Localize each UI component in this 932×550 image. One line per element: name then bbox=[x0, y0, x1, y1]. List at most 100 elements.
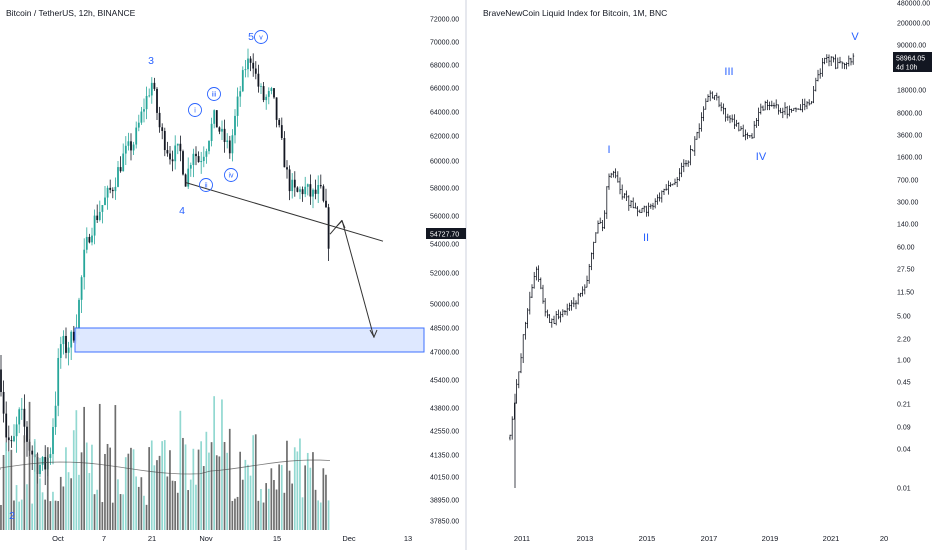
left-chart-panel[interactable]: Bitcoin / TetherUS, 12h, BINANCE 72000.0… bbox=[0, 0, 466, 550]
right-y-tick: 0.45 bbox=[897, 380, 911, 387]
left-candle-body bbox=[88, 236, 91, 243]
left-candle-body bbox=[67, 347, 70, 353]
left-y-tick: 58000.00 bbox=[430, 186, 459, 193]
left-volume-bar bbox=[93, 494, 96, 530]
left-candle-body bbox=[7, 437, 10, 441]
left-volume-bar bbox=[54, 500, 57, 530]
left-candle-body bbox=[23, 408, 26, 427]
left-y-tick: 37850.00 bbox=[430, 519, 459, 526]
left-candle-body bbox=[296, 187, 299, 192]
left-candle-body bbox=[299, 189, 301, 192]
left-candle-body bbox=[135, 127, 138, 145]
left-volume-bar bbox=[244, 459, 247, 530]
right-x-tick: 2011 bbox=[514, 534, 530, 543]
left-candle-body bbox=[96, 215, 99, 221]
left-candle-body bbox=[57, 357, 60, 406]
left-volume-bar bbox=[46, 447, 49, 530]
left-y-tick: 45400.00 bbox=[430, 378, 459, 385]
left-candle-body bbox=[267, 90, 270, 97]
left-candle-body bbox=[304, 186, 307, 195]
left-volume-bar bbox=[299, 438, 301, 530]
left-candle-body bbox=[215, 110, 218, 128]
left-volume-bar bbox=[197, 449, 200, 530]
left-volume-bar bbox=[101, 502, 104, 530]
right-chart-panel[interactable]: BraveNewCoin Liquid Index for Bitcoin, 1… bbox=[466, 0, 932, 550]
left-candle-body bbox=[226, 140, 229, 142]
left-volume-bar bbox=[283, 492, 286, 530]
left-candle-body bbox=[314, 189, 317, 194]
left-candle-body bbox=[270, 88, 273, 91]
sub-wave-label-iv: iv bbox=[228, 173, 234, 180]
left-volume-bar bbox=[184, 444, 187, 530]
wave-label-3: 3 bbox=[148, 55, 154, 67]
right-x-tick: 2019 bbox=[762, 534, 779, 543]
left-volume-bar bbox=[236, 496, 239, 530]
left-volume-bar bbox=[153, 465, 156, 530]
left-candle-body bbox=[247, 58, 249, 70]
left-candle-body bbox=[150, 82, 153, 96]
left-candle-body bbox=[195, 153, 197, 157]
left-candle-body bbox=[197, 156, 200, 163]
right-y-tick: 8000.00 bbox=[897, 111, 922, 118]
left-volume-bar bbox=[166, 476, 169, 530]
left-y-tick: 41350.00 bbox=[430, 453, 459, 460]
left-chart-svg[interactable]: 72000.00 70000.00 68000.00 66000.00 64000.00… bbox=[0, 0, 466, 550]
right-y-tick: 90000.00 bbox=[897, 43, 926, 50]
left-candle-body bbox=[101, 205, 104, 212]
left-volume-bar bbox=[314, 489, 317, 530]
left-volume-bar bbox=[254, 434, 257, 530]
left-volume-bar bbox=[234, 498, 236, 530]
left-candle-body bbox=[41, 456, 44, 465]
left-candle-body bbox=[325, 200, 327, 208]
left-candle-body bbox=[0, 369, 2, 392]
left-candle-body bbox=[244, 69, 247, 71]
left-candle-body bbox=[288, 169, 291, 192]
right-y-tick: 0.01 bbox=[897, 486, 911, 493]
left-volume-bar bbox=[205, 431, 208, 530]
right-countdown: 4d 10h bbox=[896, 65, 918, 72]
left-volume-bar bbox=[41, 492, 44, 530]
left-volume-bar bbox=[275, 489, 278, 530]
left-volume-bar bbox=[260, 488, 262, 530]
left-candle-body bbox=[85, 236, 88, 250]
right-y-tick: 200000.00 bbox=[897, 21, 930, 28]
left-candle-body bbox=[111, 189, 114, 192]
left-y-tick: 40150.00 bbox=[430, 475, 459, 482]
left-volume-bar bbox=[31, 503, 33, 530]
left-candle-body bbox=[15, 424, 18, 437]
left-candle-body bbox=[218, 127, 221, 132]
right-chart-svg[interactable]: 480000.00200000.0090000.0040000.0018000.… bbox=[466, 0, 932, 550]
right-y-tick: 0.04 bbox=[897, 447, 911, 454]
left-candle-body bbox=[254, 68, 257, 74]
left-candle-body bbox=[319, 184, 322, 187]
left-volume-bar bbox=[2, 454, 5, 530]
left-candle-body bbox=[278, 119, 281, 126]
left-volume-bar bbox=[221, 399, 223, 530]
left-volume-bar bbox=[257, 500, 260, 530]
left-volume-bar bbox=[231, 500, 234, 530]
left-candle-body bbox=[18, 409, 21, 425]
right-y-tick: 60.00 bbox=[897, 245, 915, 252]
left-candle-body bbox=[241, 70, 244, 92]
left-candle-body bbox=[54, 405, 57, 428]
left-volume-bar bbox=[312, 452, 314, 530]
right-x-tick: 20 bbox=[880, 534, 888, 543]
left-volume-bar bbox=[114, 405, 117, 530]
left-volume-bar bbox=[109, 447, 111, 530]
left-candle-body bbox=[200, 161, 203, 163]
sub-wave-circle bbox=[188, 103, 202, 117]
left-candle-body bbox=[156, 88, 158, 113]
left-candle-body bbox=[249, 58, 252, 63]
left-candle-body bbox=[26, 426, 28, 442]
right-y-tick: 18000.00 bbox=[897, 88, 926, 95]
left-y-tick: 64000.00 bbox=[430, 110, 459, 117]
left-volume-bar bbox=[301, 497, 304, 530]
right-y-tick: 140.00 bbox=[897, 222, 919, 229]
left-volume-bar bbox=[98, 403, 101, 530]
left-volume-bar bbox=[291, 483, 293, 530]
left-x-tick: 13 bbox=[404, 534, 412, 543]
right-x-tick: 2021 bbox=[823, 534, 840, 543]
left-y-tick: 70000.00 bbox=[430, 40, 459, 47]
left-volume-bar bbox=[13, 500, 15, 530]
left-candle-body bbox=[257, 73, 260, 87]
